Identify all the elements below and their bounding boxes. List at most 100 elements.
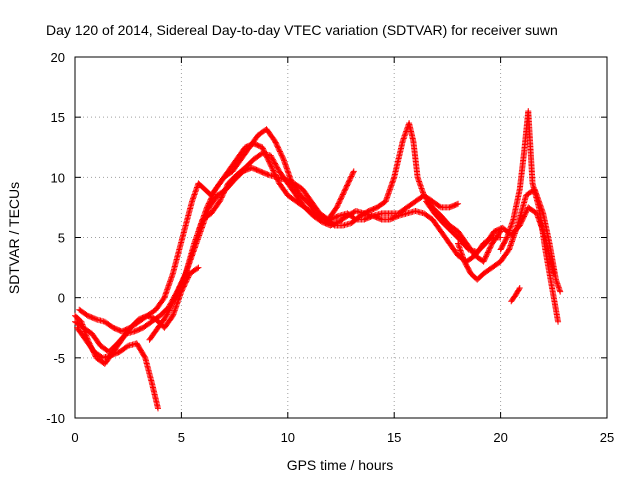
data-point [208,195,215,202]
data-point [485,248,492,255]
data-point [344,181,351,188]
data-point [338,194,345,201]
data-point [160,295,167,302]
y-axis-label: SDTVAR / TECUs [6,182,22,294]
data-point [163,312,170,319]
data-point [167,304,174,311]
x-tick-labels: 0 5 10 15 20 25 [71,430,614,445]
data-point [557,288,564,295]
data-point [272,160,279,167]
data-point [273,140,280,147]
data-point [346,177,353,184]
axis-ticks [74,56,608,419]
data-point [170,298,177,305]
data-point [167,303,174,310]
data-point [275,145,282,152]
data-point [519,217,526,224]
data-point [522,209,529,216]
data-point [342,185,349,192]
data-point [274,143,281,150]
data-point [92,315,99,322]
data-point [481,257,488,264]
data-point [339,192,346,199]
x-tick-label: 10 [281,430,295,445]
data-point [265,158,272,165]
data-point [521,212,528,219]
data-point [271,159,278,166]
data-point [259,145,266,152]
data-point [270,157,277,164]
data-point [349,170,356,177]
data-point [210,191,217,198]
data-point [259,144,266,151]
data-point [269,156,276,163]
x-tick-label: 15 [387,430,401,445]
data-point [164,310,171,317]
data-point [206,197,213,204]
y-tick-label: 0 [58,291,65,306]
data-point [453,201,460,208]
data-point [211,188,218,195]
data-point [336,199,343,206]
data-point [338,195,344,202]
data-point [272,139,279,146]
data-point [174,289,181,296]
data-point [168,302,175,309]
data-point [276,148,283,155]
data-point [334,201,341,208]
data-point [348,172,355,179]
data-point [516,222,523,229]
data-point [275,144,282,151]
x-tick-label: 0 [71,430,78,445]
data-marks [72,108,564,412]
y-tick-label: 15 [51,110,65,125]
y-tick-label: -10 [46,411,65,426]
data-point [171,295,178,302]
series-arc-3 [74,324,161,412]
data-point [345,178,352,185]
data-point [169,313,176,320]
data-point [172,293,179,300]
data-point [279,154,286,161]
data-point [216,198,223,205]
data-point [203,204,210,211]
data-point [267,152,274,159]
data-point [267,162,274,169]
data-point [267,161,274,168]
data-point [207,196,214,203]
data-point [274,164,281,171]
data-point [377,215,384,222]
data-point [345,179,352,186]
data-point [278,152,285,159]
data-point [336,197,343,204]
data-point [179,277,186,284]
data-point [173,290,180,297]
data-point [217,195,224,202]
data-point [165,307,172,314]
data-point [516,286,523,293]
data-point [185,273,192,280]
data-point [205,201,212,208]
data-point [205,200,212,207]
data-point [206,199,213,206]
data-point [347,176,354,183]
data-point [521,213,528,220]
data-point [217,197,224,204]
x-axis-label: GPS time / hours [287,457,394,473]
data-point [266,159,273,166]
data-point [178,281,185,288]
data-point [169,299,176,306]
data-point [483,252,490,259]
data-point [164,311,171,318]
data-point [482,254,489,261]
data-point [350,168,357,175]
data-point [503,235,510,242]
data-point [277,149,284,156]
data-point [394,213,401,220]
data-point [175,288,182,295]
data-point [517,219,524,226]
data-point [522,210,529,217]
data-point [185,274,192,281]
x-tick-label: 20 [493,430,507,445]
